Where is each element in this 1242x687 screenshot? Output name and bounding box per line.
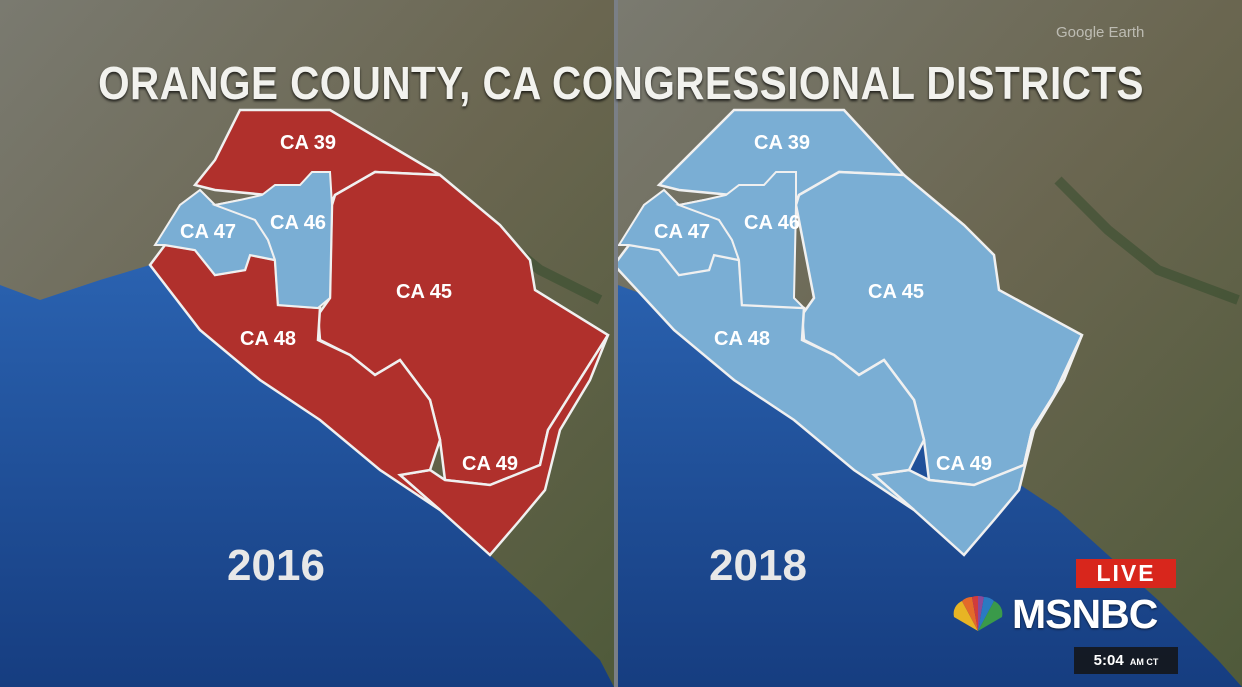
peacock-icon — [953, 595, 1003, 631]
panel-divider — [614, 0, 618, 687]
label-ca49: CA 49 — [936, 453, 992, 475]
district-ca46 — [211, 171, 334, 310]
broadcast-clock: 5:04 AM CT — [1074, 647, 1178, 674]
label-ca39: CA 39 — [754, 132, 810, 154]
map-title: ORANGE COUNTY, CA CONGRESSIONAL DISTRICT… — [98, 57, 1144, 109]
river-terrain-dark — [1054, 176, 1240, 305]
network-name: MSNBC — [1012, 590, 1158, 637]
label-ca46: CA 46 — [744, 212, 800, 234]
label-ca47: CA 47 — [654, 221, 710, 243]
year-label-2018: 2018 — [709, 541, 807, 590]
map-2016: CA 39 CA 45 CA 46 CA 47 CA 48 CA 49 2016 — [0, 0, 614, 687]
label-ca48: CA 48 — [240, 328, 296, 350]
clock-time: 5:04 — [1093, 652, 1124, 669]
map-panel-2016: CA 39 CA 45 CA 46 CA 47 CA 48 CA 49 2016 — [0, 0, 614, 687]
ocean — [0, 265, 614, 687]
label-ca45: CA 45 — [396, 281, 452, 303]
imagery-attribution: Google Earth — [1056, 24, 1145, 41]
district-ca46 — [675, 171, 807, 310]
label-ca45: CA 45 — [868, 281, 924, 303]
live-badge: LIVE — [1076, 559, 1176, 588]
label-ca39: CA 39 — [280, 132, 336, 154]
label-ca48: CA 48 — [714, 328, 770, 350]
clock-zone: AM CT — [1129, 657, 1159, 667]
label-ca49: CA 49 — [462, 453, 518, 475]
year-label-2016: 2016 — [227, 541, 325, 590]
label-ca47: CA 47 — [180, 221, 236, 243]
label-ca46: CA 46 — [270, 212, 326, 234]
network-logo: MSNBC — [950, 590, 1158, 637]
